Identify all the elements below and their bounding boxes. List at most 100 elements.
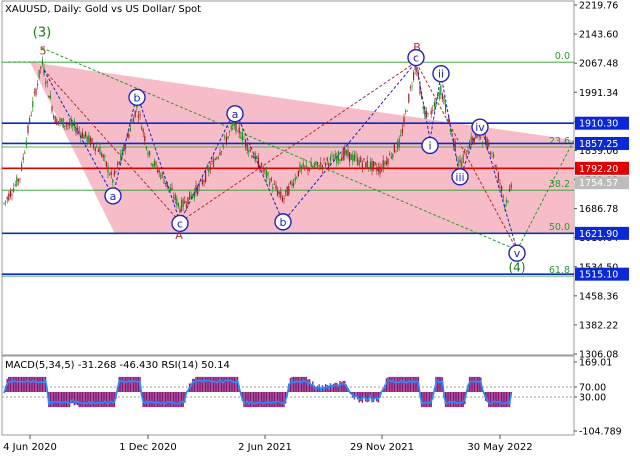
macd-bar xyxy=(406,376,408,392)
candle-body xyxy=(486,138,488,150)
price-level-tag-label: 1754.57 xyxy=(579,178,618,189)
macd-bar xyxy=(88,391,90,408)
candle-body xyxy=(445,104,447,113)
macd-bar xyxy=(332,383,335,392)
macd-bar xyxy=(60,391,63,408)
macd-bar xyxy=(342,380,344,392)
wave-label-circle xyxy=(171,214,189,233)
candle-body xyxy=(33,92,35,93)
macd-bar xyxy=(292,376,295,392)
candle-body xyxy=(441,93,443,100)
candle-body xyxy=(96,146,98,148)
candle-body xyxy=(3,202,5,204)
candle-body xyxy=(393,144,395,153)
candle-body xyxy=(454,141,456,151)
candle-body xyxy=(150,163,152,165)
candle-body xyxy=(177,203,179,207)
macd-bar xyxy=(252,391,255,408)
candle-body xyxy=(509,188,511,192)
macd-bar xyxy=(488,391,490,408)
candle-body xyxy=(317,162,319,165)
candle-body xyxy=(139,114,141,116)
wave-label-circle xyxy=(104,187,122,205)
candle-body xyxy=(264,169,266,171)
macd-bar xyxy=(168,391,170,408)
candle-body xyxy=(72,123,74,127)
candle-body xyxy=(347,149,349,157)
macd-bar xyxy=(499,391,501,408)
candle-body xyxy=(416,67,418,72)
candle-body xyxy=(171,187,173,190)
candle-body xyxy=(251,155,253,158)
candle-body xyxy=(373,161,375,168)
candle-body xyxy=(45,82,47,84)
candle-body xyxy=(73,121,75,127)
macd-bar xyxy=(214,376,216,392)
candle-body xyxy=(227,136,229,139)
macd-bar xyxy=(177,391,180,408)
macd-bar xyxy=(67,391,69,408)
candle-body xyxy=(165,182,167,185)
macd-bar xyxy=(374,391,376,399)
candle-body xyxy=(475,135,477,139)
macd-bar xyxy=(456,391,458,408)
macd-bar xyxy=(244,391,247,408)
time-axis: 4 Jun 2020 1 Dec 2020 2 Jun 2021 29 Nov 202… xyxy=(3,435,533,453)
macd-bar xyxy=(153,391,156,408)
macd-bar xyxy=(256,391,258,408)
candle-body xyxy=(233,120,235,126)
candle-body xyxy=(261,162,263,169)
candle-body xyxy=(280,191,282,198)
fib-label: 50.0 xyxy=(549,222,570,233)
candle-body xyxy=(449,129,451,132)
macd-bar xyxy=(416,376,418,392)
macd-bar xyxy=(246,391,248,408)
macd-bar xyxy=(121,376,124,392)
candle-body xyxy=(75,128,77,133)
price-level-tag-label: 1621.90 xyxy=(579,229,618,240)
indicator-content xyxy=(2,376,574,408)
candle-body xyxy=(41,59,43,65)
candle-body xyxy=(243,138,245,140)
candle-body xyxy=(425,110,427,118)
candle-body xyxy=(270,178,272,182)
wave-line-subwaves-c xyxy=(415,61,518,251)
candle-body xyxy=(497,172,499,181)
candle-body xyxy=(94,147,96,152)
candle-body xyxy=(37,83,39,86)
candle-body xyxy=(101,153,103,157)
macd-bar xyxy=(169,391,172,408)
candle-body xyxy=(125,145,127,150)
macd-bar xyxy=(176,391,178,408)
macd-bar xyxy=(17,376,20,392)
macd-bar xyxy=(59,391,61,408)
candle-body xyxy=(301,166,303,170)
candle-body xyxy=(304,165,306,167)
candle-body xyxy=(289,181,291,184)
candle-body xyxy=(493,154,495,158)
macd-bar xyxy=(368,391,370,402)
candle-body xyxy=(221,151,223,153)
candle-body xyxy=(182,198,184,207)
price-tick-label: 1458.36 xyxy=(579,291,618,302)
candle-body xyxy=(427,112,429,114)
wave-lines xyxy=(8,47,575,251)
macd-bar xyxy=(19,376,21,392)
macd-bar xyxy=(36,376,39,392)
macd-bar xyxy=(204,376,207,392)
price-level-tag xyxy=(575,226,629,240)
macd-bar xyxy=(110,391,112,408)
candle-body xyxy=(166,181,168,187)
macd-bar xyxy=(112,391,114,408)
price-level-tag-label: 1910.30 xyxy=(579,119,618,130)
candle-body xyxy=(6,197,8,200)
macd-bar xyxy=(272,391,274,408)
macd-bar xyxy=(86,391,88,408)
macd-bar xyxy=(409,376,412,392)
macd-bar xyxy=(208,376,210,392)
macd-bar xyxy=(224,376,226,392)
candle-body xyxy=(499,183,501,185)
candle-body xyxy=(240,136,242,139)
macd-bar xyxy=(163,391,165,408)
